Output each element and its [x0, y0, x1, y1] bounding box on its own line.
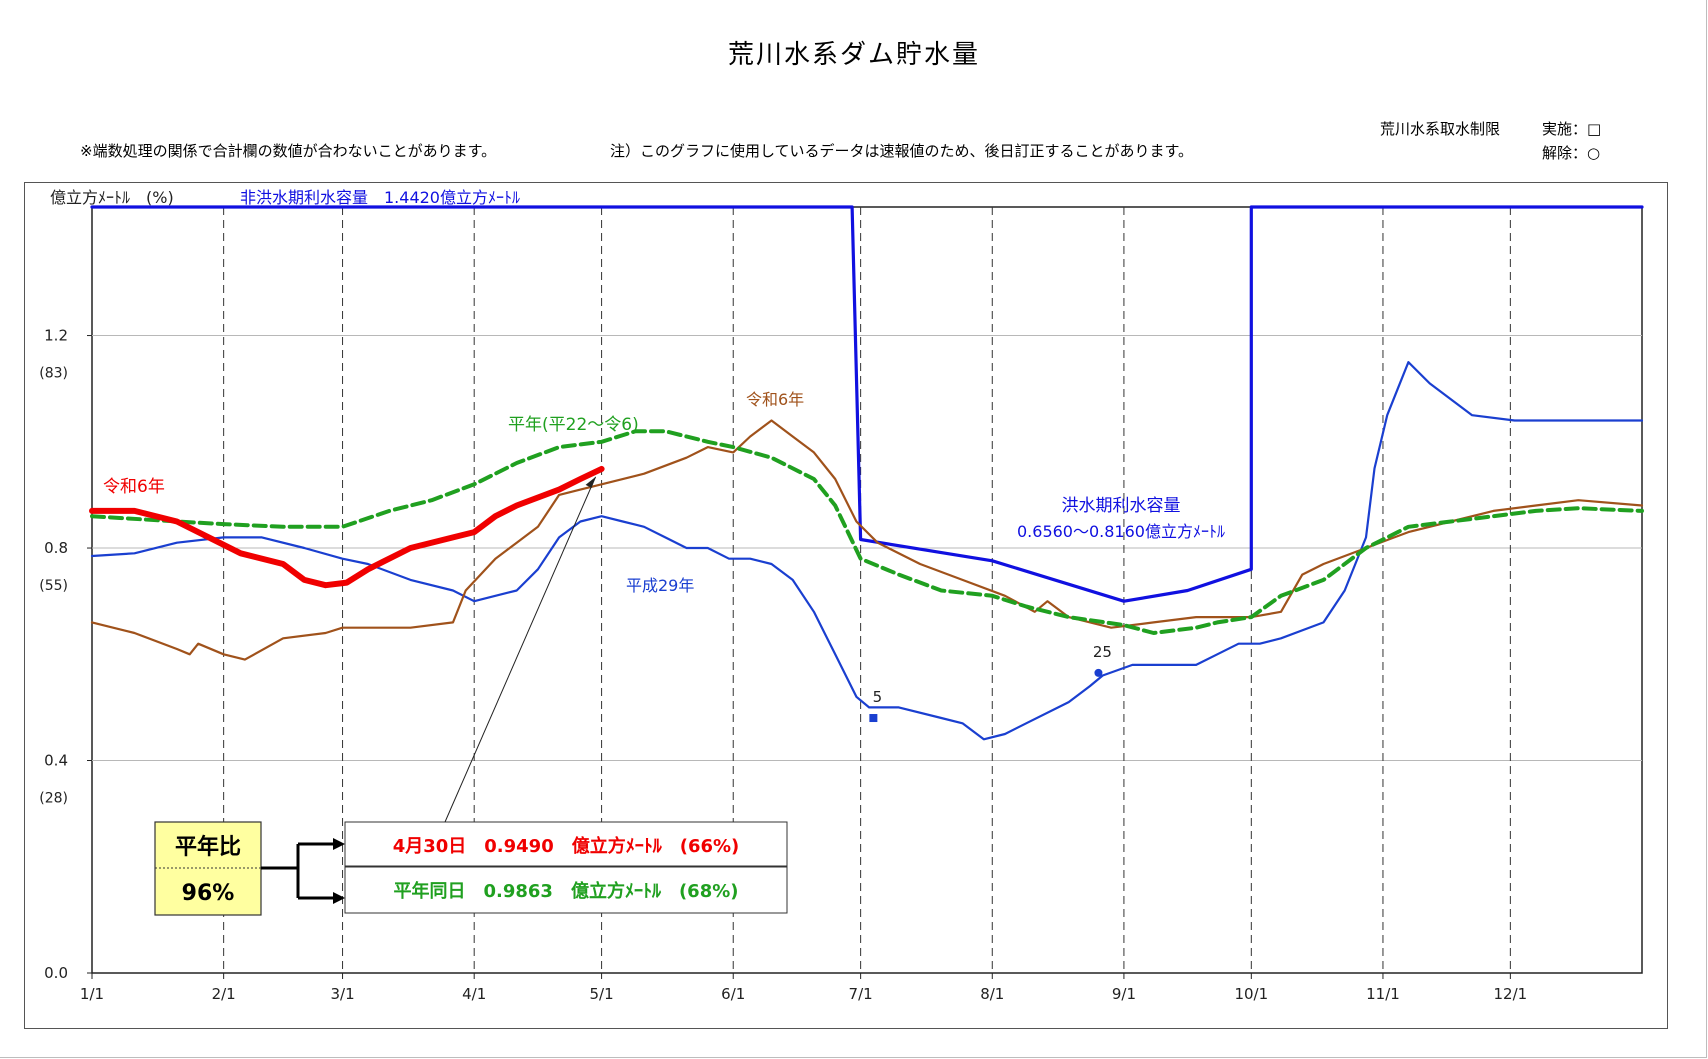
normal-box: [344, 866, 788, 914]
x-tick-label: 11/1: [1366, 985, 1400, 1003]
x-tick-label: 8/1: [980, 985, 1004, 1003]
marker-label: 25: [1093, 643, 1112, 661]
arrowhead: [333, 892, 345, 904]
label-layer: 0.0 0.4 (28) 0.8 (55) 1.2 (83) 1/1 2/1 3/1 4/1 5/1 6…: [39, 188, 1527, 1003]
provisional-note: 注）このグラフに使用しているデータは速報値のため、後日訂正することがあります。: [610, 142, 1194, 160]
plot-area: [91, 206, 1643, 974]
capacity-label: 非洪水期利水容量 1.4420億立方ﾒｰﾄﾙ: [240, 188, 520, 207]
chart-title: 荒川水系ダム貯水量: [727, 40, 980, 70]
series-line: [90, 205, 1644, 603]
restriction-title: 荒川水系取水制限: [1380, 120, 1501, 138]
series-line: [90, 419, 1644, 661]
current-box: [344, 821, 788, 867]
y-tick-label: 0.8: [44, 539, 68, 557]
x-tick-label: 4/1: [462, 985, 486, 1003]
y-tick-label: 0.4: [44, 752, 68, 770]
grid-layer: [87, 206, 1643, 979]
x-tick-label: 10/1: [1234, 985, 1268, 1003]
normal-value-text: 平年同日 0.9863 億立方ﾒｰﾄﾙ (68%): [394, 880, 739, 902]
restriction-implemented-legend: 実施：□: [1542, 120, 1602, 138]
series-label: 平成29年: [626, 576, 694, 595]
x-tick-label: 7/1: [849, 985, 873, 1003]
x-tick-label: 1/1: [80, 985, 104, 1003]
x-tick-label: 6/1: [721, 985, 745, 1003]
restriction-released-legend: 解除：○: [1542, 144, 1601, 162]
x-tick-label: 5/1: [590, 985, 614, 1003]
flood-capacity-range: 0.6560～0.8160億立方ﾒｰﾄﾙ: [1017, 522, 1225, 541]
x-tick-label: 2/1: [212, 985, 236, 1003]
x-tick-label: 3/1: [330, 985, 354, 1003]
series-line: [90, 429, 1644, 635]
series-line: [89, 465, 605, 589]
pointer-arrowhead: [585, 476, 596, 488]
y-tick-pct-label: (28): [39, 791, 68, 807]
rounding-note: ※端数処理の関係で合計欄の数値が合わないことがあります。: [80, 142, 497, 160]
pointer-line: [444, 476, 597, 823]
marker-label: 5: [873, 688, 883, 706]
annotation-layer: 平年比 96% 4月30日 0.9490 億立方ﾒｰﾄﾙ (66%) 平年同日 0.9…: [154, 476, 788, 916]
y-tick-label: 1.2: [44, 327, 68, 345]
y-tick-label: 0.0: [44, 964, 68, 982]
series-label: 平年(平22～令6): [508, 415, 639, 435]
series-line: [90, 361, 1644, 741]
data-marker: [869, 714, 878, 723]
ratio-value: 96%: [182, 881, 235, 906]
data-marker: [1094, 668, 1103, 677]
chart-frame: [24, 182, 1668, 1029]
series-label: 令和6年: [746, 390, 804, 409]
flood-capacity-label: 洪水期利水容量: [1062, 496, 1181, 516]
series-layer: [89, 205, 1644, 741]
arrowhead: [333, 838, 345, 850]
y-tick-pct-label: (55): [39, 578, 68, 594]
series-label: 令和6年: [103, 477, 165, 497]
x-tick-label: 9/1: [1112, 985, 1136, 1003]
current-value-text: 4月30日 0.9490 億立方ﾒｰﾄﾙ (66%): [393, 835, 740, 857]
y-tick-pct-label: (83): [39, 366, 68, 382]
ratio-title: 平年比: [175, 834, 241, 860]
x-tick-label: 12/1: [1494, 985, 1528, 1003]
y-axis-label: 億立方ﾒｰﾄﾙ (%): [50, 188, 174, 207]
